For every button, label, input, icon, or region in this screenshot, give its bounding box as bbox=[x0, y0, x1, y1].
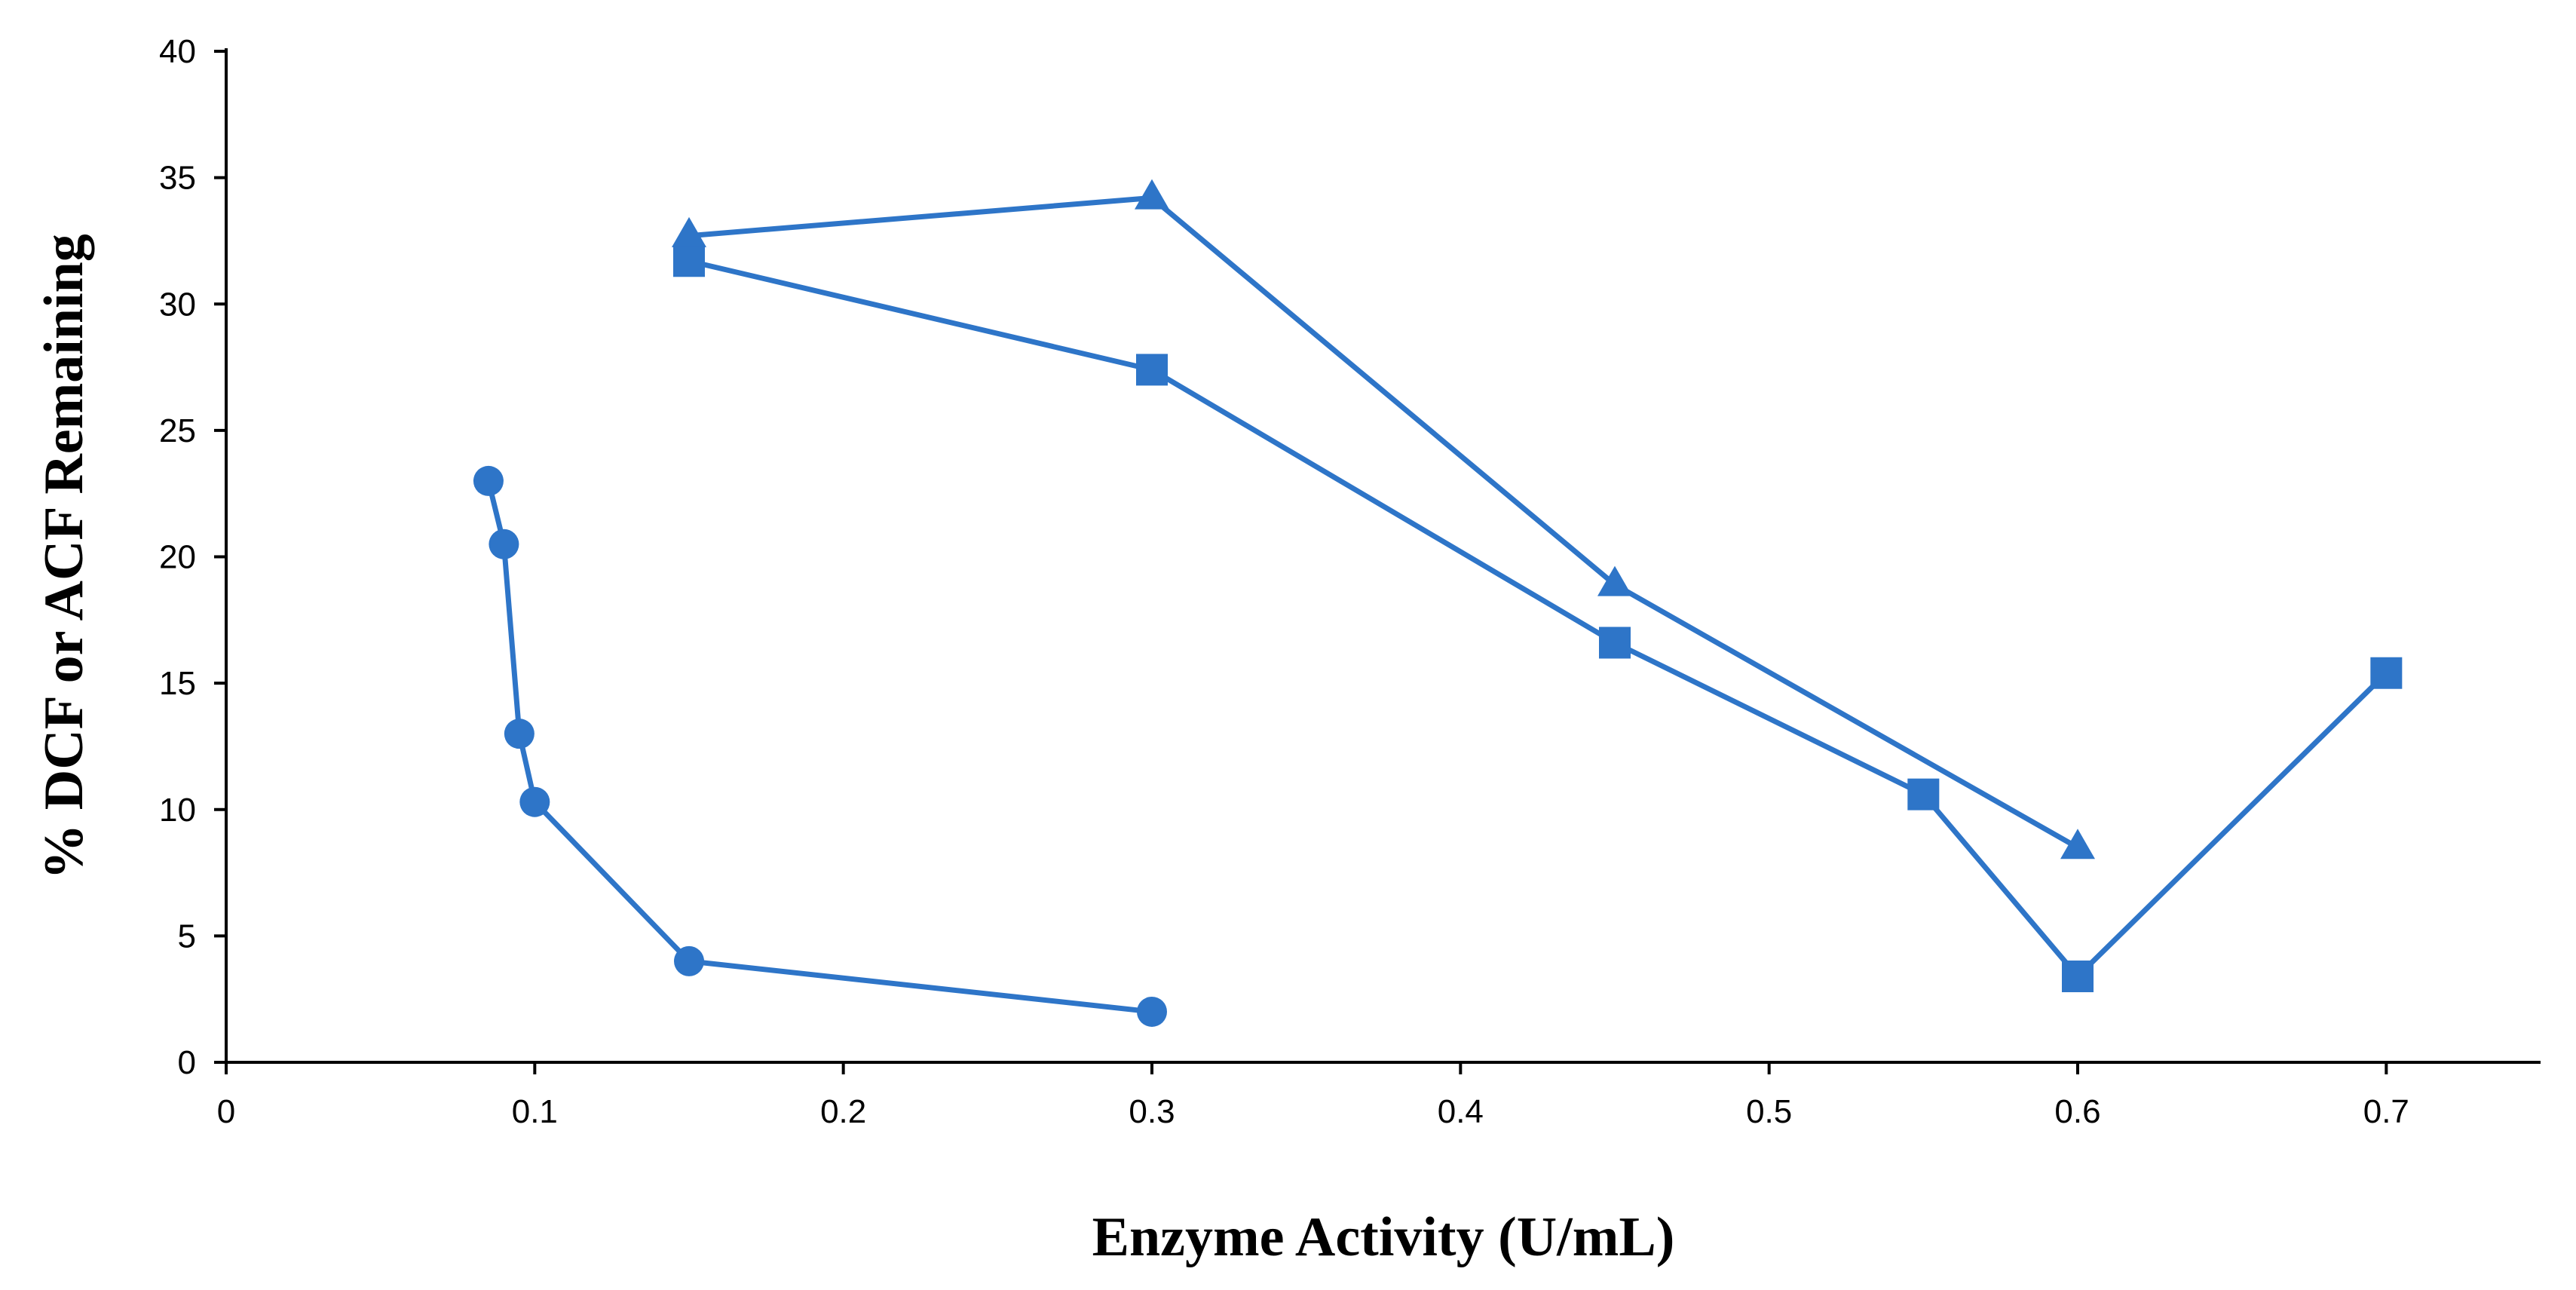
data-point-triangle bbox=[2060, 829, 2095, 859]
series-line bbox=[688, 195, 2079, 850]
data-point-square bbox=[1599, 627, 1631, 659]
x-axis-title: Enzyme Activity (U/mL) bbox=[1092, 1206, 1675, 1268]
data-point-circle bbox=[504, 719, 534, 749]
data-point-triangle bbox=[1135, 179, 1169, 210]
x-tick-label: 0.4 bbox=[1438, 1093, 1484, 1130]
series-triangle bbox=[672, 179, 2095, 859]
y-tick-label: 40 bbox=[159, 33, 196, 70]
axes: 0 5 10 15 20 25 30 35 40 0 0.1 0.2 0.3 0.4 0.5 0.6 0.7 bbox=[159, 33, 2541, 1130]
data-point-triangle bbox=[1597, 565, 1632, 596]
x-tick-label: 0.6 bbox=[2054, 1093, 2100, 1130]
series-circle bbox=[473, 465, 1167, 1027]
y-tick-label: 30 bbox=[159, 286, 196, 323]
y-tick-label: 25 bbox=[159, 412, 196, 449]
data-point-circle bbox=[1137, 996, 1167, 1027]
x-tick-label: 0.7 bbox=[2363, 1093, 2409, 1130]
y-tick-label: 35 bbox=[159, 160, 196, 197]
series-line bbox=[485, 480, 1153, 1015]
data-point-triangle bbox=[672, 216, 706, 247]
data-point-square bbox=[2370, 657, 2403, 689]
x-tick-label: 0.2 bbox=[820, 1093, 866, 1130]
y-tick-label: 20 bbox=[159, 539, 196, 576]
series-square bbox=[673, 245, 2403, 993]
y-tick-label: 15 bbox=[159, 665, 196, 702]
y-tick-label: 0 bbox=[178, 1044, 196, 1081]
data-point-circle bbox=[473, 465, 504, 496]
x-tick-label: 0.3 bbox=[1129, 1093, 1175, 1130]
x-tick-label: 0.1 bbox=[512, 1093, 558, 1130]
series-group bbox=[473, 179, 2403, 1027]
data-point-square bbox=[1907, 778, 1940, 810]
data-point-circle bbox=[489, 529, 519, 559]
data-point-circle bbox=[674, 945, 704, 976]
y-tick-label: 5 bbox=[178, 918, 196, 954]
series-line bbox=[688, 258, 2388, 979]
y-axis-title: % DCF or ACF Remaining bbox=[33, 234, 95, 879]
data-point-circle bbox=[519, 786, 550, 817]
data-point-square bbox=[1136, 354, 1168, 386]
data-point-square bbox=[2062, 961, 2094, 993]
x-tick-label: 0 bbox=[217, 1093, 235, 1130]
x-tick-label: 0.5 bbox=[1746, 1093, 1792, 1130]
y-tick-label: 10 bbox=[159, 792, 196, 829]
data-point-square bbox=[673, 245, 705, 277]
